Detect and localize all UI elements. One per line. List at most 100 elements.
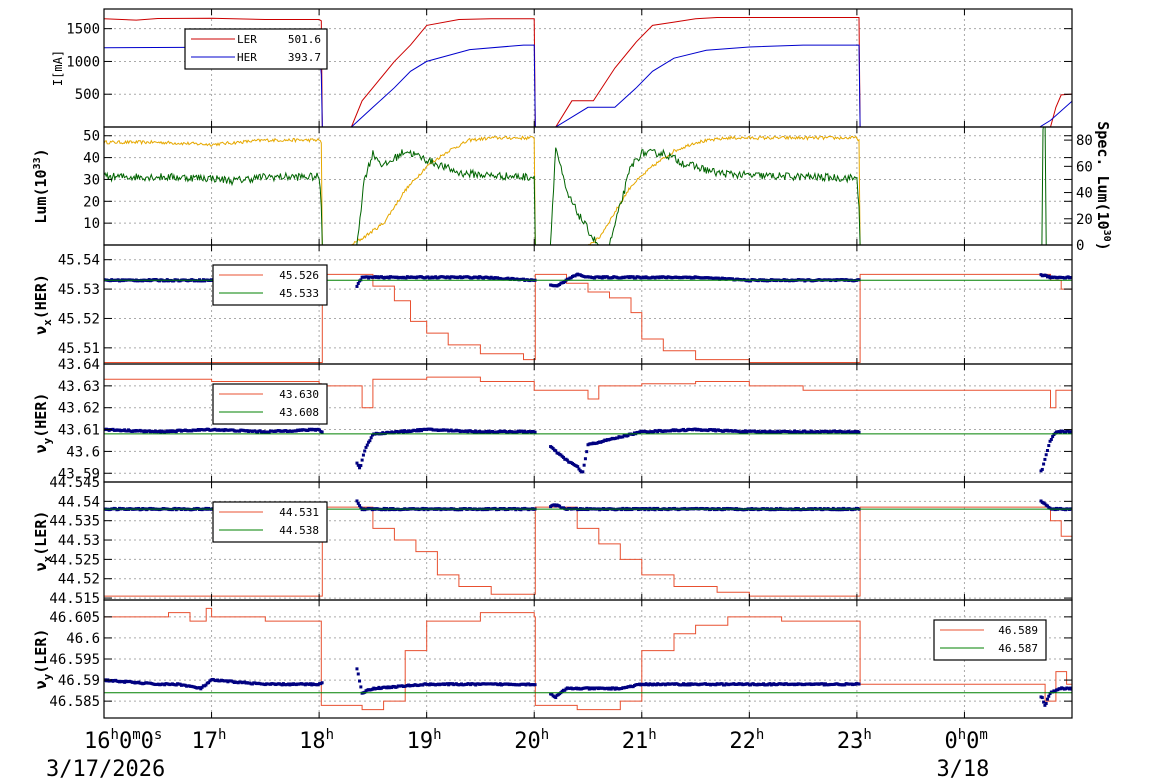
data-point [533,430,537,434]
data-point [857,682,861,686]
y2-axis-label: Spec. Lum(1030) [1094,121,1112,250]
data-point [355,284,359,288]
legend-box [184,28,328,70]
y-label-main: ν [32,562,50,571]
y-tick-label: 46.605 [49,610,100,626]
data-point [1044,701,1048,705]
x-tick-label: 0h0m [944,727,987,754]
y-tick-label: 44.535 [49,514,100,530]
legend-value: 44.531 [279,506,319,519]
panel-frame [103,126,1073,246]
data-point [356,281,360,285]
data-point [1040,696,1044,700]
y-label-main: ν [32,326,50,335]
series-line-46-589 [104,607,1072,711]
data-point [363,449,367,453]
y-label-sub: y [41,437,54,444]
y-label-main: Lum(10 [32,169,50,223]
y2-label-main: Spec. Lum(10 [1094,121,1112,229]
x-tick-hours: 18 [299,729,326,754]
data-point [581,470,585,474]
y-tick-label: 45.53 [58,282,100,298]
data-point [1048,692,1052,696]
x-tick-label: 23h [837,727,872,754]
data-point [558,504,562,508]
y-tick-label: 43.59 [58,466,100,482]
y-label-end: (HER) [32,274,50,319]
y-tick-label: 45.54 [58,253,100,269]
x-tick-unit: h [218,727,226,743]
y-axis-label: νy(LER) [32,629,54,690]
series-line-HER [104,44,1072,127]
data-point [1047,274,1051,278]
y-axis-label: νy(HER) [32,393,54,454]
legend-value: 393.7 [288,51,321,64]
x-tick-label: 17h [192,727,227,754]
y-tick-label: 20 [83,194,100,210]
data-point [577,467,581,471]
y-label-end: (LER) [32,629,50,674]
data-point [1043,457,1047,461]
y-label-sub: x [41,319,54,326]
data-point [1049,437,1053,441]
y-tick-label: 45.52 [58,311,100,327]
data-point [1047,444,1051,448]
y2-label-sup: 30 [1101,230,1112,242]
y-tick-label: 44.53 [58,533,100,549]
legend-value: 45.526 [279,269,319,282]
y-tick-label: 46.595 [49,652,100,668]
data-point [1043,703,1047,707]
x-tick-hours: 17 [192,729,219,754]
legend-value: 46.587 [998,642,1038,655]
y-label-sub: x [41,555,54,562]
legend-value: 46.589 [998,624,1038,637]
x-tick-hours: 0 [944,729,957,754]
data-point [368,439,372,443]
data-point [1044,453,1048,457]
y-tick-label: 43.62 [58,401,100,417]
data-point [318,428,322,432]
y-tick-label: 1500 [66,22,100,38]
data-point [550,692,554,696]
y-tick-label: 50 [83,129,100,145]
y-tick-label: 40 [83,151,100,167]
y-tick-label: 43.63 [58,379,100,395]
x-tick-label: 19h [407,727,442,754]
x-tick-part: 0 [141,729,154,754]
x-tick-label: 18h [299,727,334,754]
data-point [355,461,359,465]
data-point [356,672,360,676]
series-line-45-526 [104,273,1072,363]
legend-box [212,264,328,306]
y2-tick-label: 0 [1076,238,1084,254]
data-point [561,455,565,459]
data-point [1048,439,1052,443]
data-point [631,432,635,436]
series-46.587 [104,667,1072,707]
data-point [1040,467,1044,471]
data-point [359,685,363,689]
data-point [1051,435,1055,439]
y-tick-label: 43.64 [58,357,100,373]
y-tick-label: 46.59 [58,673,100,689]
data-point [320,430,324,434]
data-point [320,681,324,685]
x-date-label: 3/18 [936,757,989,782]
data-point [358,504,362,508]
y-tick-label: 44.545 [49,475,100,491]
series-line-Spec--Lum [104,127,1072,245]
data-point [355,667,359,671]
data-point [583,457,587,461]
y-tick-label: 44.525 [49,552,100,568]
x-tick-unit: h [541,727,549,743]
x-tick-hours: 16 [84,729,111,754]
data-point [857,430,861,434]
y-label-end: (LER) [32,511,50,556]
y-label-end: ) [32,148,50,157]
data-point [1070,276,1072,280]
data-point [554,449,558,453]
data-point [369,436,373,440]
y-tick-label: 45.51 [58,341,100,357]
data-point [356,463,360,467]
